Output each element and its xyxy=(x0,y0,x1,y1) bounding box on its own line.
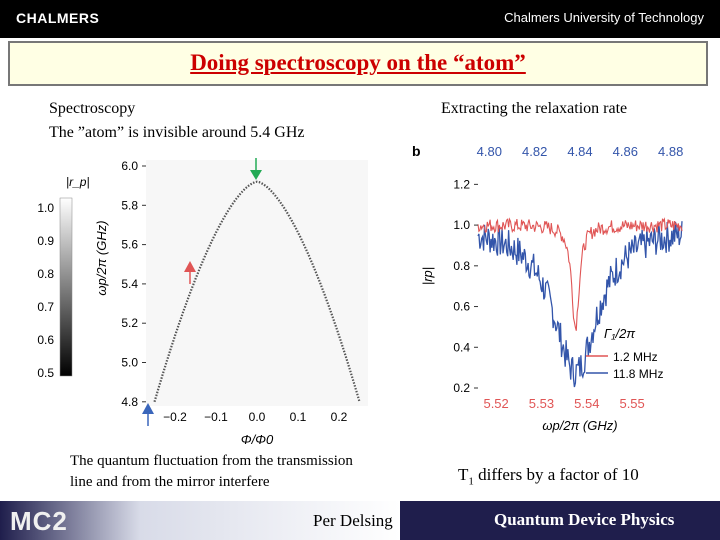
y-tick-label: 5.8 xyxy=(121,198,138,212)
colorbar-tick-label: 0.9 xyxy=(37,234,54,248)
right-y-axis-label: |rp| xyxy=(420,267,435,285)
series-11.8mhz-line xyxy=(477,221,683,388)
x-tick-label: 0.2 xyxy=(331,410,348,424)
y-axis-ticks: 6.0 5.8 5.6 5.4 5.2 5.0 4.8 xyxy=(121,159,146,409)
spectroscopy-chart: |r_p| 1.0 0.9 0.8 0.7 0.6 0.5 ωp/2π (GHz) 6.0… xyxy=(37,158,368,447)
right-y-tick-label: 0.8 xyxy=(453,259,470,273)
y-tick-label: 5.6 xyxy=(121,238,138,252)
y-tick-label: 5.0 xyxy=(121,356,138,370)
x-axis-ticks: −0.2 −0.1 0.0 0.1 0.2 xyxy=(163,410,348,424)
y-axis-label: ωp/2π (GHz) xyxy=(94,220,109,295)
y-tick-label: 5.4 xyxy=(121,277,138,291)
group-name: Quantum Device Physics xyxy=(494,510,675,529)
top-axis-ticks: 4.80 4.82 4.84 4.86 4.88 xyxy=(477,144,684,159)
right-heading: Extracting the relaxation rate xyxy=(441,100,628,117)
right-x-axis-label: ωp/2π (GHz) xyxy=(542,418,617,433)
left-caption-line2: line and from the mirror interfere xyxy=(70,474,270,490)
right-y-tick-label: 0.2 xyxy=(453,381,470,395)
dispersion-arc xyxy=(153,180,361,403)
bottom-tick-label: 5.55 xyxy=(619,396,644,411)
slide-title: Doing spectroscopy on the “atom” xyxy=(190,50,526,75)
y-tick-label: 6.0 xyxy=(121,159,138,173)
right-caption-sub: 1 xyxy=(468,475,474,488)
left-caption-line1: The quantum fluctuation from the transmi… xyxy=(70,453,353,469)
chalmers-logo: CHALMERS xyxy=(16,10,100,26)
colorbar-tick-label: 1.0 xyxy=(37,201,54,215)
x-axis-label: Φ/Φ0 xyxy=(241,432,274,447)
institution-name: Chalmers University of Technology xyxy=(504,10,704,25)
red-arrow-marker xyxy=(184,261,196,284)
plot-area xyxy=(146,160,368,406)
colorbar-tick-label: 0.8 xyxy=(37,267,54,281)
relaxation-chart: b 4.80 4.82 4.84 4.86 4.88 1.2 1.0 0.8 0.6 0.4 0.… xyxy=(412,143,684,433)
right-y-axis-ticks: 1.2 1.0 0.8 0.6 0.4 0.2 xyxy=(453,177,478,395)
panel-label-b: b xyxy=(412,143,421,159)
colorbar-tick-label: 0.6 xyxy=(37,333,54,347)
x-tick-label: 0.1 xyxy=(290,410,307,424)
green-arrow-marker xyxy=(250,158,262,180)
presenter-name: Per Delsing xyxy=(313,511,393,530)
x-tick-label: 0.0 xyxy=(249,410,266,424)
bottom-axis-ticks: 5.52 5.53 5.54 5.55 xyxy=(483,396,644,411)
legend-series-1: 1.2 MHz xyxy=(613,350,658,364)
bottom-tick-label: 5.53 xyxy=(529,396,554,411)
presenter-panel xyxy=(0,501,400,540)
right-y-tick-label: 0.4 xyxy=(453,340,470,354)
right-y-tick-label: 1.2 xyxy=(453,177,470,191)
colorbar-tick-label: 0.7 xyxy=(37,300,54,314)
header-bar: CHALMERS Chalmers University of Technolo… xyxy=(0,0,720,38)
right-caption-suffix: differs by a factor of 10 xyxy=(473,465,639,484)
bottom-tick-label: 5.52 xyxy=(483,396,508,411)
legend-series-2: 11.8 MHz xyxy=(613,367,663,381)
colorbar xyxy=(59,197,73,377)
y-tick-label: 4.8 xyxy=(121,395,138,409)
right-y-tick-label: 1.0 xyxy=(453,218,470,232)
right-y-tick-label: 0.6 xyxy=(453,300,470,314)
top-tick-label: 4.82 xyxy=(522,144,547,159)
x-tick-label: −0.1 xyxy=(204,410,228,424)
y-tick-label: 5.2 xyxy=(121,316,138,330)
top-tick-label: 4.88 xyxy=(658,144,683,159)
legend: Γ₁/2π 1.2 MHz 11.8 MHz xyxy=(586,326,663,381)
left-heading-line1: Spectroscopy xyxy=(49,100,136,117)
legend-title: Γ₁/2π xyxy=(604,326,635,341)
right-caption: T1 differs by a factor of 10 xyxy=(458,465,639,487)
blue-arrow-marker xyxy=(142,403,154,426)
colorbar-label: |r_p| xyxy=(66,175,90,189)
top-tick-label: 4.80 xyxy=(477,144,502,159)
mc2-logo: MC2 xyxy=(10,506,68,536)
top-tick-label: 4.86 xyxy=(613,144,638,159)
colorbar-ticks: 1.0 0.9 0.8 0.7 0.6 0.5 xyxy=(37,201,54,380)
top-tick-label: 4.84 xyxy=(567,144,592,159)
bottom-tick-label: 5.54 xyxy=(574,396,599,411)
title-box: Doing spectroscopy on the “atom” xyxy=(8,41,708,86)
x-tick-label: −0.2 xyxy=(163,410,187,424)
series-1.2mhz-line xyxy=(477,217,683,331)
left-heading-line2: The ”atom” is invisible around 5.4 GHz xyxy=(49,124,305,141)
right-caption-prefix: T xyxy=(458,465,469,484)
colorbar-tick-label: 0.5 xyxy=(37,366,54,380)
